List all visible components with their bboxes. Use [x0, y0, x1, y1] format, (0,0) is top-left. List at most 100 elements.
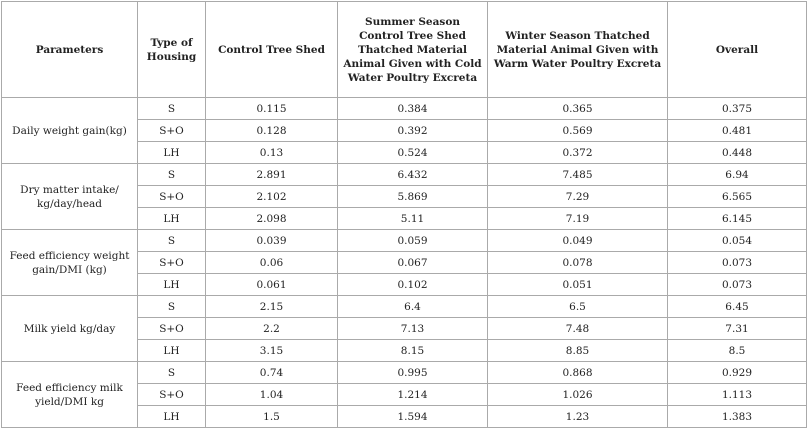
- parameter-cell: Dry matter intake/ kg/day/head: [1, 163, 138, 230]
- housing-cell: S+O: [137, 119, 206, 142]
- housing-cell: S+O: [137, 185, 206, 208]
- value-cell: 3.15: [205, 339, 338, 362]
- value-cell: 0.049: [487, 229, 668, 252]
- value-cell: 0.375: [667, 97, 807, 120]
- value-cell: 0.078: [487, 251, 668, 274]
- value-cell: 6.94: [667, 163, 807, 186]
- value-cell: 6.432: [337, 163, 488, 186]
- table-row: Milk yield kg/day S 2.15 6.4 6.5 6.45: [1, 295, 807, 362]
- value-cell: 1.383: [667, 405, 807, 428]
- table-row: LH 3.15 8.15 8.85 8.5: [2, 339, 807, 362]
- value-cell: 0.039: [205, 229, 338, 252]
- housing-cell: LH: [137, 273, 206, 296]
- value-cell: 0.481: [667, 119, 807, 142]
- value-cell: 7.19: [487, 207, 668, 230]
- value-cell: 2.098: [205, 207, 338, 230]
- value-cell: 0.384: [337, 97, 488, 120]
- value-cell: 0.06: [205, 251, 338, 274]
- value-cell: 8.5: [667, 339, 807, 362]
- value-cell: 1.23: [487, 405, 668, 428]
- value-cell: 0.392: [337, 119, 488, 142]
- value-cell: 0.524: [337, 141, 488, 164]
- value-cell: 2.2: [205, 317, 338, 340]
- housing-cell: S+O: [137, 383, 206, 406]
- housing-cell: S: [137, 97, 206, 120]
- housing-cell: S+O: [137, 317, 206, 340]
- parameter-cell: Feed efficiency weight gain/DMI (kg): [1, 229, 138, 296]
- value-cell: 1.113: [667, 383, 807, 406]
- header-cell: Parameters: [1, 1, 138, 98]
- value-cell: 2.891: [205, 163, 338, 186]
- value-cell: 7.48: [487, 317, 668, 340]
- value-cell: 1.026: [487, 383, 668, 406]
- value-cell: 0.868: [487, 361, 668, 384]
- housing-cell: S: [137, 229, 206, 252]
- housing-cell: S: [137, 295, 206, 318]
- parameter-cell: Milk yield kg/day: [1, 295, 138, 362]
- table-body: Daily weight gain(kg) S 0.115 0.384 0.365 0.3…: [1, 97, 807, 428]
- value-cell: 6.565: [667, 185, 807, 208]
- value-cell: 0.073: [667, 273, 807, 296]
- value-cell: 1.594: [337, 405, 488, 428]
- value-cell: 7.31: [667, 317, 807, 340]
- value-cell: 0.102: [337, 273, 488, 296]
- value-cell: 0.448: [667, 141, 807, 164]
- value-cell: 5.869: [337, 185, 488, 208]
- housing-cell: LH: [137, 339, 206, 362]
- value-cell: 0.054: [667, 229, 807, 252]
- value-cell: 0.13: [205, 141, 338, 164]
- value-cell: 0.74: [205, 361, 338, 384]
- value-cell: 0.067: [337, 251, 488, 274]
- table-row: S+O 0.06 0.067 0.078 0.073: [2, 251, 807, 274]
- value-cell: 7.29: [487, 185, 668, 208]
- value-cell: 2.102: [205, 185, 338, 208]
- value-cell: 0.128: [205, 119, 338, 142]
- table-row: LH 1.5 1.594 1.23 1.383: [2, 405, 807, 428]
- table-row: Dry matter intake/ kg/day/head S 2.891 6.43…: [1, 163, 807, 230]
- value-cell: 7.485: [487, 163, 668, 186]
- value-cell: 8.85: [487, 339, 668, 362]
- parameter-cell: Feed efficiency milk yield/DMI kg: [1, 361, 138, 428]
- value-cell: 1.214: [337, 383, 488, 406]
- table-row: Feed efficiency weight gain/DMI (kg) S 0.0…: [1, 229, 807, 296]
- housing-cell: S: [137, 163, 206, 186]
- value-cell: 0.995: [337, 361, 488, 384]
- value-cell: 0.569: [487, 119, 668, 142]
- table-row: S+O 2.102 5.869 7.29 6.565: [2, 185, 807, 208]
- value-cell: 0.365: [487, 97, 668, 120]
- header-cell: Control Tree Shed: [205, 1, 338, 98]
- housing-cell: LH: [137, 405, 206, 428]
- table-row: Feed efficiency milk yield/DMI kg S 0.74 0.…: [1, 361, 807, 428]
- value-cell: 7.13: [337, 317, 488, 340]
- housing-cell: S+O: [137, 251, 206, 274]
- value-cell: 0.061: [205, 273, 338, 296]
- value-cell: 0.929: [667, 361, 807, 384]
- value-cell: 6.45: [667, 295, 807, 318]
- value-cell: 0.372: [487, 141, 668, 164]
- value-cell: 1.5: [205, 405, 338, 428]
- header-cell: Winter Season Thatched Material Animal G…: [487, 1, 668, 98]
- value-cell: 0.115: [205, 97, 338, 120]
- value-cell: 6.145: [667, 207, 807, 230]
- housing-cell: LH: [137, 207, 206, 230]
- header-cell: Overall: [667, 1, 807, 98]
- value-cell: 0.073: [667, 251, 807, 274]
- value-cell: 6.4: [337, 295, 488, 318]
- header-row: Parameters Type of Housing Control Tree Sh…: [1, 1, 807, 98]
- value-cell: 0.059: [337, 229, 488, 252]
- housing-cell: LH: [137, 141, 206, 164]
- value-cell: 1.04: [205, 383, 338, 406]
- value-cell: 0.051: [487, 273, 668, 296]
- table-row: Daily weight gain(kg) S 0.115 0.384 0.365 0.3…: [1, 97, 807, 164]
- table-row: LH 2.098 5.11 7.19 6.145: [2, 207, 807, 230]
- housing-cell: S: [137, 361, 206, 384]
- header-cell: Type of Housing: [137, 1, 206, 98]
- value-cell: 8.15: [337, 339, 488, 362]
- value-cell: 5.11: [337, 207, 488, 230]
- value-cell: 6.5: [487, 295, 668, 318]
- header-cell: Summer Season Control Tree Shed Thatched…: [337, 1, 488, 98]
- value-cell: 2.15: [205, 295, 338, 318]
- parameter-cell: Daily weight gain(kg): [1, 97, 138, 164]
